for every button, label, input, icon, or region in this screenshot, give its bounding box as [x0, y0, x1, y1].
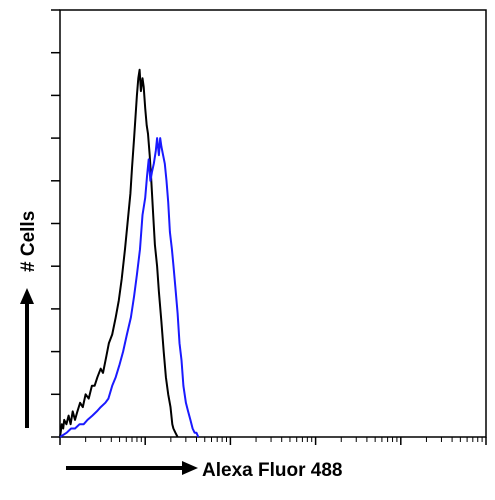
histogram-series-2 [59, 137, 200, 438]
x-axis-label: Alexa Fluor 488 [202, 460, 342, 481]
y-axis-label: # Cells [18, 211, 39, 272]
y-axis-arrow [20, 288, 34, 428]
x-axis-arrow [66, 461, 198, 475]
histogram-series-1 [59, 68, 179, 438]
